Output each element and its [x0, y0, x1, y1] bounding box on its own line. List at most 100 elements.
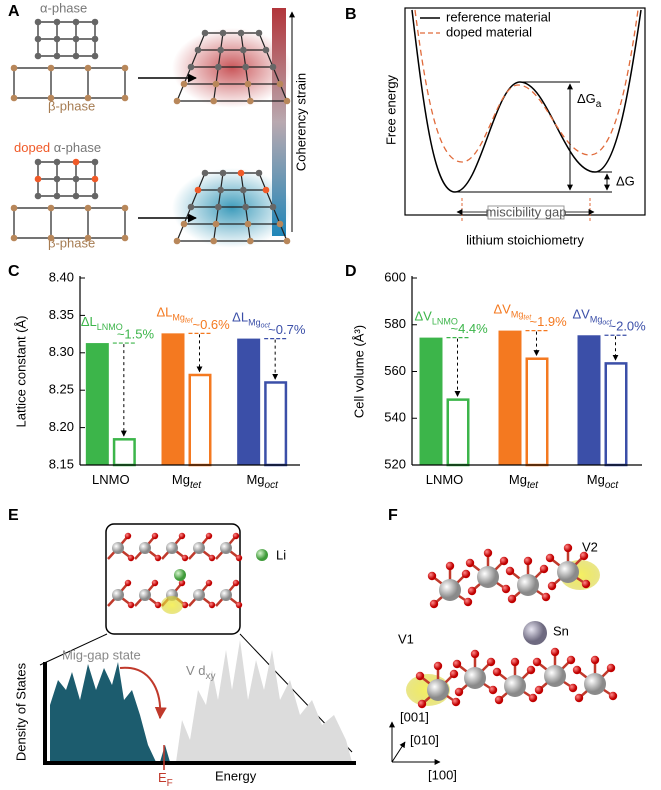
oxygen: [127, 554, 135, 562]
atom: [121, 64, 129, 72]
x-axis-label: Energy: [215, 768, 257, 783]
oxygen: [563, 543, 573, 553]
annotation-symbol: ΔL: [232, 310, 248, 325]
panel-f: F V2 Sn V1 [001] [010] [100]: [388, 507, 618, 782]
x-tick-sub: oct: [605, 480, 620, 491]
oxygen: [445, 561, 455, 571]
annotation-change: ~4.4%: [451, 321, 489, 336]
reference-curve: [411, 9, 642, 193]
colorbar: [272, 8, 286, 236]
atom: [219, 169, 227, 177]
oxygen: [574, 693, 584, 703]
oxygen: [451, 697, 461, 707]
oxygen: [154, 554, 162, 562]
oxygen: [534, 685, 544, 695]
atom: [47, 94, 55, 102]
annotation-subsub: oct: [602, 319, 612, 326]
legend-atom: [256, 549, 268, 561]
y-tick-label: 8.30: [49, 344, 74, 359]
annotation-sub: Mg: [248, 318, 261, 328]
atom: [84, 64, 92, 72]
tin: [523, 621, 547, 645]
atom: [53, 192, 61, 200]
oxygen: [572, 665, 582, 675]
oxygen: [151, 532, 159, 540]
atom: [91, 35, 99, 43]
annotation-change: ~0.6%: [193, 317, 231, 332]
atom: [34, 35, 42, 43]
atom: [242, 63, 249, 71]
oxygen: [606, 663, 616, 673]
bar: [419, 337, 443, 465]
atom: [242, 203, 249, 211]
atom: [72, 52, 80, 60]
dos-occupied: [50, 662, 156, 762]
bar: [112, 438, 136, 467]
oxygen: [461, 569, 471, 579]
x-tick-text: LNMO: [92, 472, 130, 487]
x-tick-text: Mg: [246, 472, 264, 487]
dos-midgap: [160, 745, 170, 762]
phase-label: β-phase: [48, 235, 95, 250]
annotation-sub: xy: [206, 671, 216, 682]
atom: [201, 169, 209, 177]
panel-label: D: [345, 263, 357, 280]
x-tick-label: Mgoct: [246, 472, 279, 490]
oxygen: [510, 657, 520, 667]
annotation: V dxy: [186, 663, 216, 681]
atom: [201, 29, 209, 37]
atom: [255, 169, 263, 177]
atom: [10, 204, 18, 212]
phase-label: α-phase: [54, 140, 101, 155]
x-tick-label: Mgtet: [172, 472, 202, 490]
fermi-sub: F: [167, 778, 173, 789]
vanadium: [584, 673, 606, 695]
oxygen: [452, 659, 462, 669]
x-tick-label: Mgoct: [587, 472, 620, 490]
atom: [212, 220, 220, 228]
oxygen: [523, 556, 533, 566]
oxygen: [205, 579, 213, 587]
y-tick-label: 540: [384, 410, 406, 425]
gap-box: [487, 205, 565, 220]
atom: [276, 220, 284, 228]
atom: [53, 18, 61, 26]
atom: [53, 158, 61, 166]
atom: [217, 46, 224, 54]
annotation: ΔVMgoct: [573, 307, 613, 326]
strain-glow: [172, 168, 292, 248]
vanadium: [504, 675, 526, 697]
oxygen: [205, 532, 213, 540]
x-tick-sub: oct: [265, 480, 280, 491]
atom: [72, 192, 80, 200]
atom: [210, 97, 217, 105]
vanadium: [220, 589, 232, 601]
legend-entry: doped material: [446, 24, 532, 39]
vanadium: [112, 542, 124, 554]
y-axis-label: Cell volume (Å³): [351, 325, 366, 418]
oxygen: [499, 556, 509, 566]
atom: [121, 204, 129, 212]
legend-entry: reference material: [446, 9, 551, 24]
atom: [10, 234, 18, 242]
vanadium: [464, 667, 486, 689]
dos-unoccupied: [176, 640, 352, 762]
x-tick-text: Mg: [509, 472, 527, 487]
atom: [121, 94, 129, 102]
atom: [247, 237, 254, 245]
annotation-symbol: ΔL: [157, 305, 173, 320]
atom: [34, 192, 42, 200]
atom: [210, 237, 217, 245]
oxygen: [488, 685, 498, 695]
y-tick-label: 8.20: [49, 419, 74, 434]
atom: [283, 237, 291, 245]
axis-label: [100]: [428, 767, 457, 782]
annotation: ΔGa: [577, 91, 602, 109]
annotation-symbol: ΔV: [415, 309, 433, 324]
atom: [237, 169, 245, 177]
atom: [212, 80, 220, 88]
atom: [34, 18, 42, 26]
vanadium: [439, 579, 461, 601]
atom: [47, 64, 55, 72]
atom: [53, 175, 61, 183]
